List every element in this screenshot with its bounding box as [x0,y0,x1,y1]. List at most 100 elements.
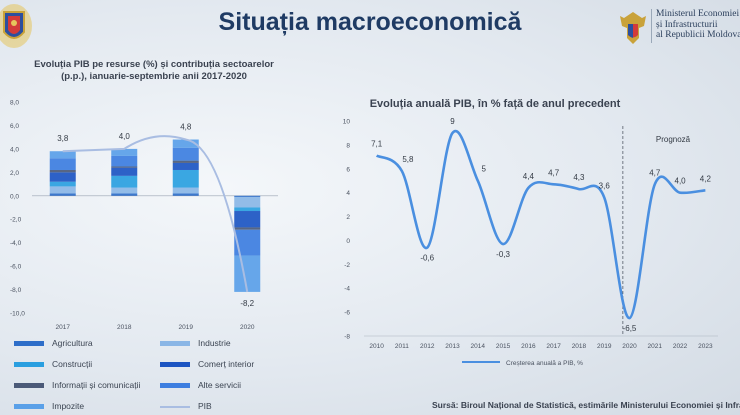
bar-segment [49,158,76,170]
bar-segment [49,172,76,182]
x-tick-label: 2019 [597,343,612,350]
annual-gdp-line [375,129,706,320]
pib-data-label: 4,0 [119,132,131,141]
x-tick-label: 2023 [698,343,713,350]
bar-segment [172,187,199,194]
data-label: 9 [450,117,455,126]
legend-label: Impozite [52,401,85,411]
ministry-divider [651,9,652,43]
x-tick-label: 2010 [369,343,384,350]
x-tick-label: 2022 [673,343,688,350]
legend-item: PIB [160,401,212,411]
x-tick-label: 2017 [546,343,561,350]
y-tick-label: -2 [344,262,350,269]
data-label: 4,7 [649,168,661,177]
bar-segment [111,148,138,156]
legend-swatch [14,362,44,368]
y-tick-label: -10,0 [10,311,25,318]
legend-swatch [14,404,44,410]
legend-label: Informații și comunicații [52,380,141,390]
bar-segment [49,193,76,196]
ministry-line: și Infrastructurii [656,19,718,30]
legend-label: Creșterea anuală a PIB, % [506,360,583,367]
legend-swatch [160,362,190,368]
legend-item: Alte servicii [160,380,241,390]
x-tick-label: 2011 [395,343,409,350]
data-label: 4,2 [700,174,712,183]
data-label: 4,4 [523,172,535,181]
bar-segment [111,166,138,168]
bar-segment [172,139,199,148]
data-label: -0,6 [420,254,434,263]
bar-segment [49,151,76,159]
ministry-name: Ministerul Economiei și Infrastructurii … [656,9,740,41]
legend-swatch [160,341,190,347]
y-tick-label: 2,0 [10,170,19,177]
y-tick-label: 10 [343,119,351,126]
x-tick-label: 2020 [240,324,255,331]
bar-segment [172,169,199,188]
moldova-coat-of-arms-icon [0,4,32,48]
legend-swatch [160,383,190,389]
x-tick-label: 2020 [622,343,637,350]
legend-item: Industrie [160,338,231,348]
legend-label: Comerț interior [198,359,255,369]
legend-item: Impozite [14,401,84,411]
legend-label: Agricultura [52,338,93,348]
ministry-line: al Republicii Moldova [656,30,740,40]
y-tick-label: -4 [344,286,350,293]
bar-segment [111,193,138,196]
legend-swatch [14,383,44,389]
y-tick-label: 6,0 [10,123,19,130]
legend-item: Informații și comunicații [14,380,140,390]
x-tick-label: 2012 [420,343,435,350]
legend-item: Comerț interior [160,359,254,369]
pib-line [62,135,249,293]
legend-swatch [14,341,44,347]
y-tick-label: 8,0 [10,100,19,107]
legend-label: Industrie [198,338,231,348]
legend-label: PIB [198,401,212,411]
right-chart-title: Evoluția anuală PIB, în % față de anul p… [369,98,621,110]
data-label: 5,8 [402,155,414,164]
forecast-annotation: Prognoză [656,135,691,144]
bar-segment [234,211,261,228]
x-tick-label: 2014 [471,343,486,350]
bar-segment [172,147,199,161]
y-tick-label: 4 [346,190,350,197]
bar-segment [111,155,138,167]
y-tick-label: -4,0 [10,240,22,247]
legend-label: Construcții [52,359,93,369]
data-label: 4,3 [573,173,585,182]
bar-segment [172,160,199,163]
x-tick-label: 2015 [496,343,511,350]
y-tick-label: -8 [344,334,350,341]
x-tick-label: 2018 [572,343,587,350]
x-tick-label: 2017 [56,324,71,331]
source-note: Sursă: Biroul Național de Statistică, es… [432,400,740,410]
bar-segment [111,167,138,176]
bar-segment [49,186,76,194]
pib-data-label: 4,8 [180,123,192,132]
y-tick-label: 2 [346,214,350,221]
y-tick-label: -6,0 [10,264,22,271]
legend-item: Construcții [14,359,92,369]
bar-segment [234,207,261,212]
bar-segment [111,187,138,194]
page-title: Situația macroeconomică [218,8,522,36]
bar-segment [234,227,261,230]
y-tick-label: 6 [346,166,350,173]
data-label: 7,1 [371,140,383,149]
x-tick-label: 2016 [521,343,536,350]
y-tick-label: -8,0 [10,287,22,294]
ministry-line: Ministerul Economiei [656,9,740,19]
legend-label: Alte servicii [198,380,241,390]
data-label: 4,7 [548,168,560,177]
pib-data-label: 3,8 [57,134,69,143]
bar-segment [111,175,138,188]
y-tick-label: 0,0 [10,193,19,200]
bar-segment [172,162,199,170]
bar-segment [234,255,261,292]
